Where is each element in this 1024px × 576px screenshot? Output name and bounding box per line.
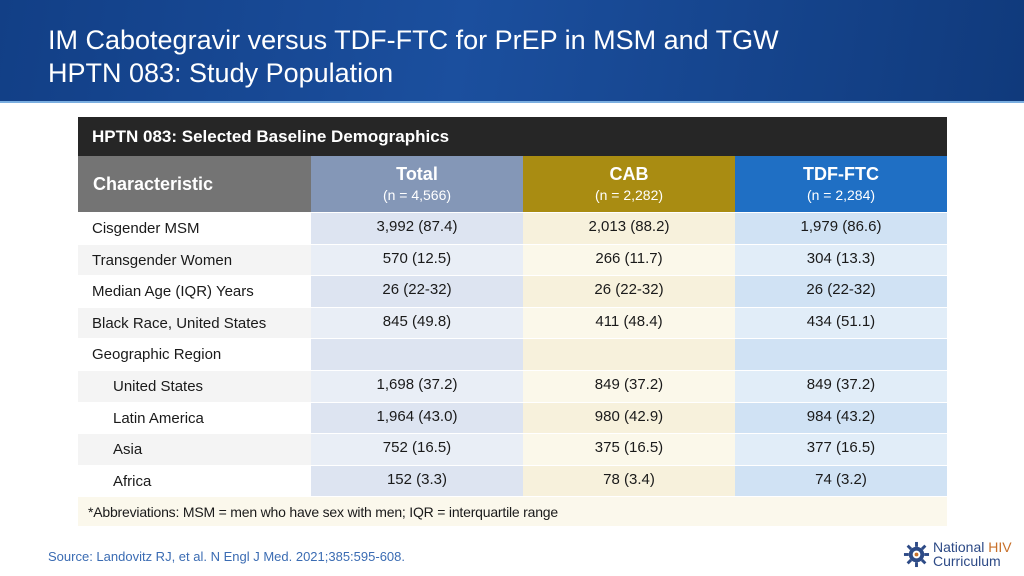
- gear-icon: [903, 541, 930, 567]
- cell-tdf-ftc: [735, 339, 947, 370]
- table-title: HPTN 083: Selected Baseline Demographics: [78, 117, 947, 156]
- cell-tdf-ftc: 434 (51.1): [735, 307, 947, 339]
- row-label: Black Race, United States: [78, 307, 311, 339]
- table-footnote: *Abbreviations: MSM = men who have sex w…: [78, 496, 947, 527]
- cell-cab: [523, 339, 735, 370]
- title-banner: [0, 0, 1024, 101]
- column-header-cab-count: (n = 2,282): [594, 187, 664, 203]
- slide-title-line1: IM Cabotegravir versus TDF-FTC for PrEP …: [48, 25, 779, 55]
- row-label: Cisgender MSM: [78, 213, 311, 244]
- cell-tdf-ftc: 1,979 (86.6): [735, 213, 947, 244]
- cell-cab: 26 (22-32): [523, 276, 735, 307]
- row-label: Latin America: [78, 402, 311, 434]
- cell-total: [311, 339, 523, 370]
- slide-title: IM Cabotegravir versus TDF-FTC for PrEP …: [48, 24, 779, 90]
- slide-title-line2: HPTN 083: Study Population: [48, 58, 394, 88]
- cell-total: 26 (22-32): [311, 276, 523, 307]
- table-header-row: Characteristic Total (n = 4,566) CAB (n …: [78, 156, 947, 212]
- column-header-total: Total (n = 4,566): [311, 156, 523, 212]
- column-header-tdf-ftc: TDF-FTC (n = 2,284): [735, 156, 947, 212]
- table-row: Median Age (IQR) Years 26 (22-32) 26 (22…: [78, 275, 947, 307]
- logo-word-curriculum: Curriculum: [933, 553, 1001, 569]
- table-row: Geographic Region: [78, 338, 947, 370]
- row-label: Africa: [78, 465, 311, 497]
- table-row: United States 1,698 (37.2) 849 (37.2) 84…: [78, 369, 947, 402]
- cell-cab: 375 (16.5): [523, 434, 735, 465]
- cell-tdf-ftc: 26 (22-32): [735, 276, 947, 307]
- cell-total: 152 (3.3): [311, 465, 523, 497]
- table-row: Africa 152 (3.3) 78 (3.4) 74 (3.2): [78, 464, 947, 497]
- logo-word-hiv: HIV: [988, 539, 1012, 555]
- cell-cab: 266 (11.7): [523, 244, 735, 276]
- cell-tdf-ftc: 377 (16.5): [735, 434, 947, 465]
- row-label: United States: [78, 370, 311, 402]
- cell-cab: 980 (42.9): [523, 402, 735, 434]
- column-header-total-label: Total: [396, 164, 438, 184]
- cell-total: 1,964 (43.0): [311, 402, 523, 434]
- cell-cab: 78 (3.4): [523, 465, 735, 497]
- table-row: Cisgender MSM 3,992 (87.4) 2,013 (88.2) …: [78, 212, 947, 244]
- row-label: Median Age (IQR) Years: [78, 276, 311, 307]
- column-header-tdf-ftc-label: TDF-FTC: [803, 164, 879, 184]
- cell-total: 570 (12.5): [311, 244, 523, 276]
- table-row: Latin America 1,964 (43.0) 980 (42.9) 98…: [78, 401, 947, 434]
- column-header-total-count: (n = 4,566): [382, 187, 452, 203]
- column-header-tdf-ftc-count: (n = 2,284): [806, 187, 876, 203]
- cell-cab: 849 (37.2): [523, 370, 735, 402]
- column-header-cab: CAB (n = 2,282): [523, 156, 735, 212]
- cell-total: 752 (16.5): [311, 434, 523, 465]
- cell-total: 845 (49.8): [311, 307, 523, 339]
- title-divider: [0, 101, 1024, 103]
- table-row: Black Race, United States 845 (49.8) 411…: [78, 306, 947, 339]
- table-row: Asia 752 (16.5) 375 (16.5) 377 (16.5): [78, 433, 947, 465]
- row-label: Asia: [78, 434, 311, 465]
- cell-tdf-ftc: 849 (37.2): [735, 370, 947, 402]
- row-label: Transgender Women: [78, 244, 311, 276]
- logo-wordmark: National HIV Curriculum: [933, 540, 1012, 568]
- national-hiv-curriculum-logo: National HIV Curriculum: [903, 540, 1012, 568]
- logo-word-national: National: [933, 539, 985, 555]
- column-header-cab-label: CAB: [609, 164, 649, 184]
- cell-total: 1,698 (37.2): [311, 370, 523, 402]
- cell-tdf-ftc: 304 (13.3): [735, 244, 947, 276]
- cell-cab: 411 (48.4): [523, 307, 735, 339]
- demographics-table: HPTN 083: Selected Baseline Demographics…: [78, 117, 947, 527]
- cell-tdf-ftc: 984 (43.2): [735, 402, 947, 434]
- cell-tdf-ftc: 74 (3.2): [735, 465, 947, 497]
- cell-cab: 2,013 (88.2): [523, 213, 735, 244]
- row-label: Geographic Region: [78, 339, 311, 370]
- table-row: Transgender Women 570 (12.5) 266 (11.7) …: [78, 243, 947, 276]
- source-citation: Source: Landovitz RJ, et al. N Engl J Me…: [48, 549, 405, 564]
- column-header-characteristic: Characteristic: [78, 156, 311, 212]
- cell-total: 3,992 (87.4): [311, 213, 523, 244]
